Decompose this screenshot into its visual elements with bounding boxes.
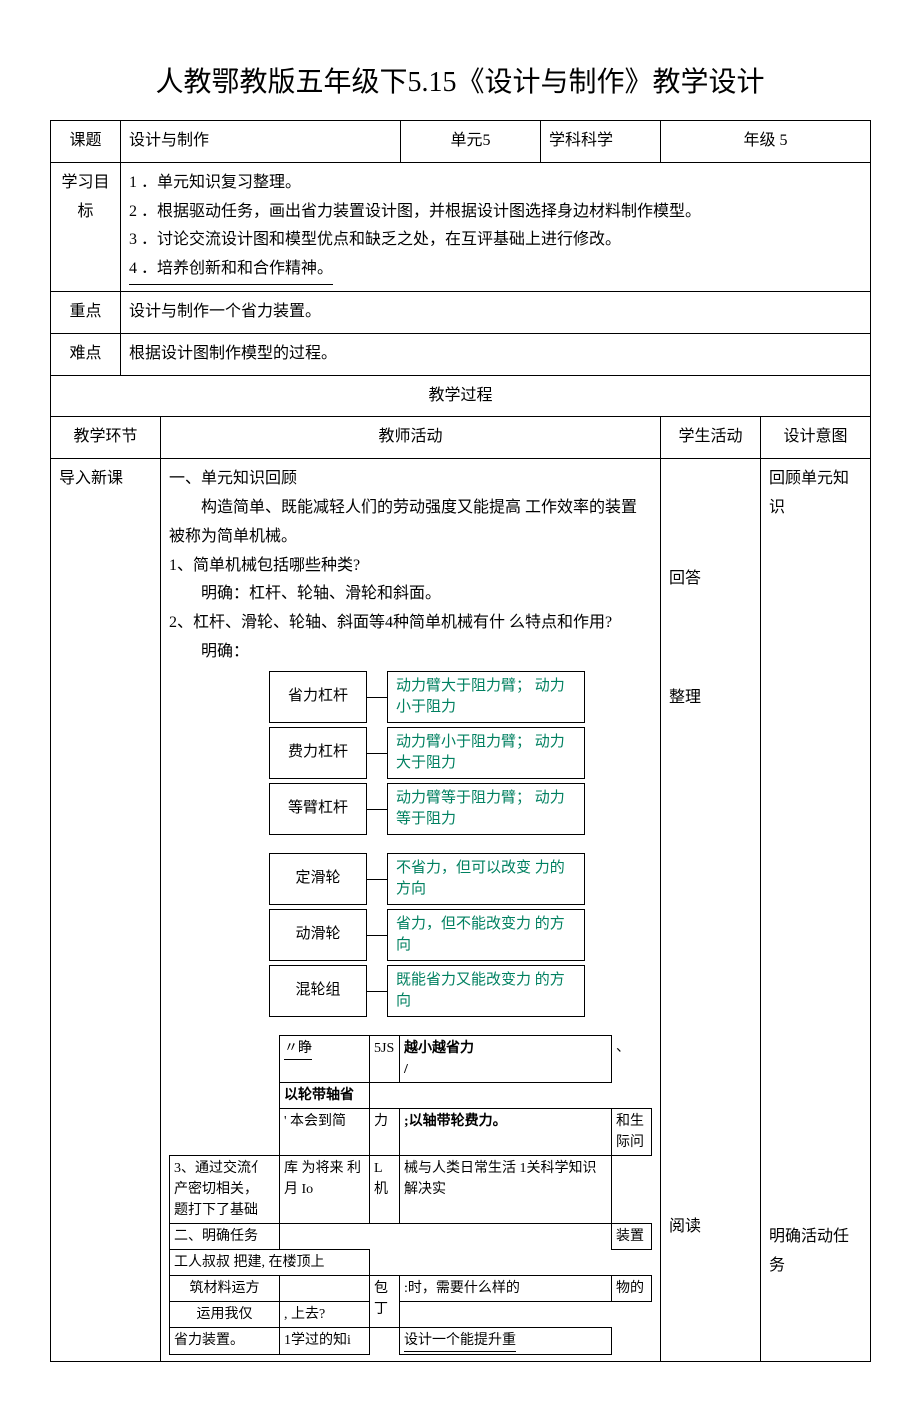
connector-line [367, 671, 388, 722]
frag-cell: ;以轴带轮费力。 [400, 1108, 612, 1155]
pulley-label: 定滑轮 [270, 853, 367, 904]
keypoint-label: 重点 [51, 291, 121, 333]
grade-label: 年级 5 [661, 121, 871, 163]
lever-label: 省力杠杆 [270, 671, 367, 722]
frag-cell: 械与人类日常生活 1关科学知识解决实 [400, 1155, 612, 1223]
frag-cell: 筑材料运方 [170, 1275, 280, 1301]
intent-item: 明确活动任务 [769, 1223, 862, 1281]
col-teacher: 教师活动 [161, 417, 661, 459]
page-title: 人教鄂教版五年级下5.15《设计与制作》教学设计 [50, 60, 870, 100]
teacher-activity-cell: 一、单元知识回顾 构造简单、既能减轻人们的劳动强度又能提高 工作效率的装置被称为… [161, 459, 661, 1362]
lever-diagram: 省力杠杆 动力臂大于阻力臂； 动力小于阻力 费力杠杆 动力臂小于阻力臂； 动力大… [169, 671, 652, 835]
goal-item: 4 ．培养创新和和合作精神。 [129, 255, 862, 285]
stage-cell: 导入新课 [51, 459, 161, 1362]
pulley-desc: 不省力，但可以改变 力的方向 [388, 853, 585, 904]
frag-cell: 〃睁 [280, 1035, 370, 1082]
process-header: 教学过程 [51, 375, 871, 417]
topic-label: 课题 [51, 121, 121, 163]
frag-cell: 和生际问 [612, 1108, 652, 1155]
student-activity-cell: 回答 整理 阅读 [661, 459, 761, 1362]
frag-cell: 设计一个能提升重 [400, 1327, 612, 1354]
q1-answer: 明确：杠杆、轮轴、滑轮和斜面。 [169, 580, 652, 609]
design-intent-cell: 回顾单元知识 明确活动任务 [761, 459, 871, 1362]
lever-label: 等臂杠杆 [270, 783, 367, 834]
pulley-desc: 省力，但不能改变力 的方向 [388, 909, 585, 960]
connector-line [367, 727, 388, 778]
frag-cell: 二、明确任务 [170, 1223, 280, 1249]
lever-label: 费力杠杆 [270, 727, 367, 778]
q2-answer: 明确： [169, 638, 652, 667]
frag-cell: 1学过的知i [280, 1327, 370, 1354]
connector-line [367, 965, 388, 1016]
frag-cell: :时，需要什么样的 [400, 1275, 612, 1301]
pulley-diagram: 定滑轮 不省力，但可以改变 力的方向 动滑轮 省力，但不能改变力 的方向 混轮组 [169, 853, 652, 1017]
goal-item: 1 ．单元知识复习整理。 [129, 169, 862, 198]
frag-cell: 省力装置。 [170, 1327, 280, 1354]
frag-cell: 物的 [612, 1275, 652, 1301]
q2: 2、杠杆、滑轮、轮轴、斜面等4种简单机械有什 么特点和作用? [169, 609, 652, 638]
connector-line [367, 783, 388, 834]
topic-value: 设计与制作 [121, 121, 401, 163]
unit-label: 单元5 [401, 121, 541, 163]
review-intro: 构造简单、既能减轻人们的劳动强度又能提高 工作效率的装置被称为简单机械。 [169, 494, 652, 552]
connector-line [367, 909, 388, 960]
pulley-label: 混轮组 [270, 965, 367, 1016]
frag-cell: , 上去? [280, 1301, 370, 1327]
col-student: 学生活动 [661, 417, 761, 459]
frag-cell: 库 为将来 利月 Io [280, 1155, 370, 1223]
connector-line [367, 853, 388, 904]
goal-item: 2 ．根据驱动任务，画出省力装置设计图，并根据设计图选择身边材料制作模型。 [129, 198, 862, 227]
col-stage: 教学环节 [51, 417, 161, 459]
student-item: 阅读 [669, 1213, 752, 1242]
frag-cell: 以轮带轴省 [280, 1082, 370, 1108]
student-item: 回答 [669, 565, 752, 594]
frag-cell: 越小越省力/ [400, 1035, 612, 1082]
student-item: 整理 [669, 684, 752, 713]
frag-cell: 3、通过交流亻 产密切相关， 题打下了基础 [170, 1155, 280, 1223]
frag-cell: ' 本会到简 [280, 1108, 370, 1155]
frag-cell: 包丁 [370, 1275, 400, 1327]
goals-list: 1 ．单元知识复习整理。 2 ．根据驱动任务，画出省力装置设计图，并根据设计图选… [121, 162, 871, 291]
frag-cell: 、 [612, 1035, 652, 1082]
col-intent: 设计意图 [761, 417, 871, 459]
review-title: 一、单元知识回顾 [169, 465, 652, 494]
fragment-region: 〃睁 5JS 越小越省力/ 、 以轮带轴省 ' 本会到简 力 ;以轴带轮费力。 [169, 1035, 652, 1355]
q1: 1、简单机械包括哪些种类? [169, 552, 652, 581]
frag-cell: 工人叔叔 把建, 在楼顶上 [170, 1249, 370, 1275]
pulley-label: 动滑轮 [270, 909, 367, 960]
subject-label: 学科科学 [541, 121, 661, 163]
frag-cell: L机 [370, 1155, 400, 1223]
frag-cell: 5JS [370, 1035, 400, 1082]
intent-item: 回顾单元知识 [769, 465, 862, 523]
goals-label: 学习目标 [51, 162, 121, 291]
pulley-desc: 既能省力又能改变力 的方向 [388, 965, 585, 1016]
keypoint-value: 设计与制作一个省力装置。 [121, 291, 871, 333]
lesson-plan-table: 课题 设计与制作 单元5 学科科学 年级 5 学习目标 1 ．单元知识复习整理。… [50, 120, 871, 1362]
lever-desc: 动力臂小于阻力臂； 动力大于阻力 [388, 727, 585, 778]
lever-desc: 动力臂等于阻力臂； 动力等于阻力 [388, 783, 585, 834]
difficult-label: 难点 [51, 333, 121, 375]
difficult-value: 根据设计图制作模型的过程。 [121, 333, 871, 375]
frag-cell: 力 [370, 1108, 400, 1155]
goal-item: 3 ．讨论交流设计图和模型优点和缺乏之处，在互评基础上进行修改。 [129, 226, 862, 255]
frag-cell: 装置 [612, 1223, 652, 1249]
lever-desc: 动力臂大于阻力臂； 动力小于阻力 [388, 671, 585, 722]
frag-cell: 运用我仅 [170, 1301, 280, 1327]
